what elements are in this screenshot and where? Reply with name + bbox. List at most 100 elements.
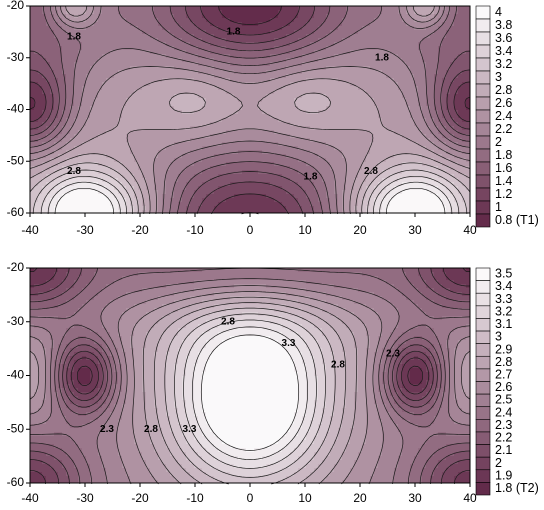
contour-cell bbox=[370, 178, 375, 183]
contour-cell bbox=[110, 90, 115, 95]
contour-cell bbox=[394, 170, 399, 175]
contour-cell bbox=[438, 142, 443, 147]
contour-cell bbox=[154, 146, 159, 151]
contour-cell bbox=[102, 186, 107, 191]
contour-cell bbox=[258, 106, 263, 111]
contour-cell bbox=[78, 10, 83, 15]
contour-cell bbox=[94, 138, 99, 143]
contour-cell bbox=[254, 114, 259, 119]
contour-cell bbox=[326, 122, 331, 127]
contour-cell bbox=[30, 130, 35, 135]
contour-cell bbox=[118, 42, 123, 47]
contour-cell bbox=[250, 166, 255, 171]
contour-cell bbox=[94, 166, 99, 171]
contour-cell bbox=[206, 14, 211, 19]
contour-cell bbox=[246, 162, 251, 167]
contour-cell bbox=[458, 50, 463, 55]
contour-cell bbox=[342, 14, 347, 19]
contour-cell bbox=[398, 90, 403, 95]
contour-cell bbox=[134, 118, 139, 123]
contour-cell bbox=[178, 150, 183, 155]
contour-cell bbox=[418, 62, 423, 67]
contour-cell bbox=[314, 54, 319, 59]
contour-cell bbox=[442, 158, 447, 163]
contour-cell bbox=[294, 50, 299, 55]
contour-cell bbox=[142, 78, 147, 83]
contour-cell bbox=[134, 62, 139, 67]
contour-cell bbox=[402, 150, 407, 155]
contour-cell bbox=[358, 62, 363, 67]
contour-cell bbox=[238, 82, 243, 87]
contour-cell bbox=[454, 62, 459, 67]
contour-cell bbox=[226, 182, 231, 187]
contour-cell bbox=[270, 58, 275, 63]
contour-cell bbox=[142, 38, 147, 43]
contour-cell bbox=[130, 22, 135, 27]
contour-cell bbox=[390, 130, 395, 135]
contour-cell bbox=[322, 170, 327, 175]
contour-cell bbox=[322, 82, 327, 87]
contour-cell bbox=[270, 78, 275, 83]
contour-cell bbox=[94, 102, 99, 107]
contour-cell bbox=[438, 54, 443, 59]
contour-cell bbox=[386, 46, 391, 51]
contour-cell bbox=[318, 134, 323, 139]
contour-cell bbox=[254, 54, 259, 59]
contour-cell bbox=[302, 10, 307, 15]
contour-cell bbox=[230, 118, 235, 123]
contour-cell bbox=[98, 98, 103, 103]
contour-cell bbox=[150, 34, 155, 39]
contour-cell bbox=[154, 118, 159, 123]
contour-cell bbox=[118, 70, 123, 75]
contour-cell bbox=[398, 102, 403, 107]
contour-cell bbox=[378, 170, 383, 175]
contour-cell bbox=[218, 102, 223, 107]
contour-cell bbox=[350, 110, 355, 115]
contour-cell bbox=[74, 42, 79, 47]
contour-cell bbox=[134, 122, 139, 127]
contour-cell bbox=[174, 102, 179, 107]
contour-cell bbox=[110, 62, 115, 67]
contour-cell bbox=[114, 74, 119, 79]
contour-cell bbox=[302, 66, 307, 71]
contour-cell bbox=[58, 42, 63, 47]
contour-cell bbox=[394, 22, 399, 27]
contour-cell bbox=[102, 82, 107, 87]
contour-cell bbox=[434, 86, 439, 91]
contour-cell bbox=[118, 58, 123, 63]
contour-cell bbox=[438, 30, 443, 35]
contour-cell bbox=[358, 42, 363, 47]
contour-cell bbox=[246, 110, 251, 115]
contour-cell bbox=[234, 90, 239, 95]
contour-cell bbox=[94, 170, 99, 175]
contour-cell bbox=[166, 42, 171, 47]
contour-cell bbox=[198, 130, 203, 135]
contour-cell bbox=[274, 146, 279, 151]
contour-cell bbox=[198, 66, 203, 71]
contour-cell bbox=[414, 118, 419, 123]
contour-cell bbox=[442, 30, 447, 35]
contour-cell bbox=[414, 126, 419, 131]
contour-cell bbox=[394, 102, 399, 107]
contour-cell bbox=[394, 62, 399, 67]
contour-cell bbox=[46, 38, 51, 43]
contour-cell bbox=[250, 74, 255, 79]
contour-cell bbox=[162, 170, 167, 175]
contour-cell bbox=[38, 66, 43, 71]
contour-cell bbox=[290, 110, 295, 115]
contour-cell bbox=[358, 14, 363, 19]
contour-cell bbox=[330, 142, 335, 147]
contour-cell bbox=[182, 86, 187, 91]
contour-cell bbox=[178, 74, 183, 79]
contour-cell bbox=[326, 94, 331, 99]
contour-cell bbox=[206, 70, 211, 75]
contour-cell bbox=[242, 78, 247, 83]
contour-cell bbox=[258, 158, 263, 163]
contour-cell bbox=[34, 150, 39, 155]
contour-cell bbox=[298, 10, 303, 15]
contour-cell bbox=[430, 134, 435, 139]
contour-cell bbox=[74, 166, 79, 171]
contour-cell bbox=[266, 118, 271, 123]
contour-cell bbox=[174, 186, 179, 191]
contour-cell bbox=[334, 146, 339, 151]
